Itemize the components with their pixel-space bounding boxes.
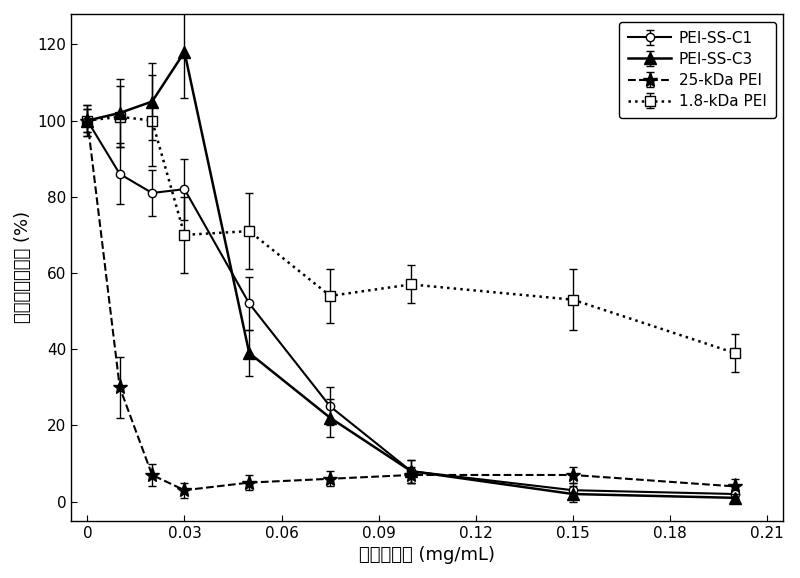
Y-axis label: 相对细胞存活率 (%): 相对细胞存活率 (%) (14, 211, 32, 323)
Legend: PEI-SS-C1, PEI-SS-C3, 25-kDa PEI, 1.8-kDa PEI: PEI-SS-C1, PEI-SS-C3, 25-kDa PEI, 1.8-kD… (619, 21, 776, 118)
X-axis label: 聚合物浓度 (mg/mL): 聚合物浓度 (mg/mL) (359, 546, 495, 564)
